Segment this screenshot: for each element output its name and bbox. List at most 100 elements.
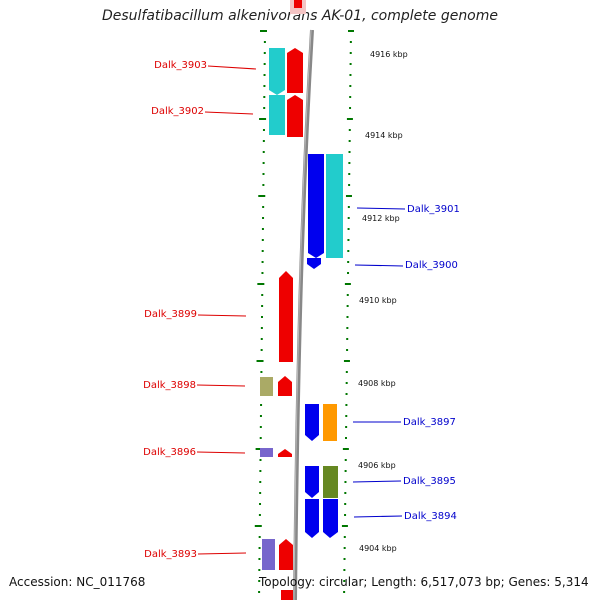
genome-backbone bbox=[293, 29, 314, 600]
gene-label-Dalk_3900[interactable]: Dalk_3900 bbox=[405, 260, 458, 271]
right-tick bbox=[344, 470, 347, 472]
right-tick bbox=[345, 371, 348, 373]
gene-label-Dalk_3895[interactable]: Dalk_3895 bbox=[403, 476, 456, 487]
red-gene-arrow bbox=[278, 376, 292, 396]
gene-Dalk_3897 bbox=[305, 404, 337, 441]
left-tick bbox=[261, 305, 264, 307]
right-tick bbox=[345, 393, 348, 395]
left-tick bbox=[259, 437, 262, 439]
gene-Dalk_3899 bbox=[279, 271, 293, 362]
left-tick bbox=[260, 349, 263, 351]
left-tick bbox=[258, 514, 261, 516]
blue-gene-arrow bbox=[323, 499, 338, 538]
khaki-gene-block bbox=[260, 377, 273, 396]
right-tick bbox=[348, 129, 351, 131]
leader-line bbox=[197, 314, 247, 317]
left-tick bbox=[260, 327, 263, 329]
left-tick bbox=[259, 426, 262, 428]
left-tick bbox=[256, 360, 264, 362]
right-tick bbox=[346, 327, 349, 329]
gene-label-Dalk_3902[interactable]: Dalk_3902 bbox=[151, 106, 204, 117]
left-tick bbox=[259, 459, 262, 461]
gene-label-Dalk_3899[interactable]: Dalk_3899 bbox=[144, 309, 197, 320]
right-tick bbox=[343, 536, 346, 538]
right-tick bbox=[345, 415, 348, 417]
left-tick bbox=[261, 261, 264, 263]
gene-label-Dalk_3898[interactable]: Dalk_3898 bbox=[143, 380, 196, 391]
right-tick bbox=[349, 41, 352, 43]
left-tick bbox=[263, 85, 266, 87]
gene-label-Dalk_3894[interactable]: Dalk_3894 bbox=[404, 511, 457, 522]
topology-text: Topology: circular; Length: 6,517,073 bp… bbox=[259, 575, 589, 589]
scale-label: 4904 kbp bbox=[359, 544, 397, 553]
blue-gene-arrow bbox=[307, 258, 321, 269]
right-tick bbox=[348, 173, 351, 175]
scale-label: 4916 kbp bbox=[370, 50, 408, 59]
right-tick bbox=[349, 63, 352, 65]
gene-Dalk_3901 bbox=[308, 154, 343, 258]
gene-label-Dalk_3896[interactable]: Dalk_3896 bbox=[143, 447, 196, 458]
cyan-gene-block bbox=[326, 154, 343, 258]
left-tick bbox=[263, 74, 266, 76]
right-tick bbox=[346, 118, 353, 120]
gene-label-Dalk_3901[interactable]: Dalk_3901 bbox=[407, 204, 460, 215]
right-tick bbox=[345, 195, 352, 197]
gene-Dalk_3898 bbox=[260, 376, 292, 396]
blue-gene-arrow bbox=[308, 154, 324, 258]
right-tick bbox=[345, 426, 348, 428]
left-tick bbox=[259, 470, 262, 472]
left-tick bbox=[254, 525, 262, 527]
right-tick bbox=[343, 591, 346, 593]
left-tick bbox=[262, 217, 265, 219]
leader-line bbox=[196, 384, 246, 387]
gene-label-Dalk_3903[interactable]: Dalk_3903 bbox=[154, 60, 207, 71]
gene-label-Dalk_3897[interactable]: Dalk_3897 bbox=[403, 417, 456, 428]
leader-line bbox=[352, 480, 402, 483]
left-tick bbox=[258, 547, 261, 549]
leader-line bbox=[204, 111, 254, 115]
right-tick bbox=[347, 261, 350, 263]
gene-label-Dalk_3893[interactable]: Dalk_3893 bbox=[144, 549, 197, 560]
right-tick bbox=[348, 162, 351, 164]
left-tick bbox=[258, 569, 261, 571]
right-tick bbox=[347, 228, 350, 230]
left-tick bbox=[260, 404, 263, 406]
right-tick bbox=[344, 514, 347, 516]
right-tick bbox=[345, 382, 348, 384]
left-tick bbox=[258, 195, 266, 197]
left-tick bbox=[260, 316, 263, 318]
blue-gene-arrow bbox=[305, 404, 319, 441]
right-tick bbox=[347, 239, 350, 241]
left-tick bbox=[262, 129, 265, 131]
right-tick bbox=[348, 30, 354, 32]
left-tick bbox=[259, 503, 262, 505]
right-tick bbox=[349, 74, 352, 76]
right-tick bbox=[343, 580, 346, 582]
red-gene-arrow bbox=[279, 539, 293, 570]
right-tick bbox=[344, 283, 351, 285]
left-tick bbox=[263, 41, 266, 43]
right-tick bbox=[349, 85, 352, 87]
left-tick bbox=[262, 173, 265, 175]
scale-label: 4914 kbp bbox=[365, 131, 403, 140]
right-tick bbox=[349, 96, 352, 98]
left-tick bbox=[260, 30, 267, 32]
left-tick bbox=[262, 206, 265, 208]
right-tick bbox=[344, 492, 347, 494]
scale-label: 4906 kbp bbox=[358, 461, 396, 470]
leader-line bbox=[356, 207, 406, 210]
scale-label: 4912 kbp bbox=[362, 214, 400, 223]
right-tick bbox=[346, 338, 349, 340]
red-gene-continuation bbox=[281, 590, 293, 600]
left-tick bbox=[258, 591, 261, 593]
left-tick bbox=[259, 415, 262, 417]
right-tick bbox=[346, 349, 349, 351]
right-tick bbox=[342, 448, 349, 450]
left-tick bbox=[260, 338, 263, 340]
red-gene-arrow bbox=[278, 449, 292, 457]
gene-Dalk_3900 bbox=[307, 258, 321, 269]
right-tick bbox=[347, 206, 350, 208]
right-tick bbox=[341, 525, 348, 527]
scale-label: 4908 kbp bbox=[358, 379, 396, 388]
left-tick bbox=[259, 492, 262, 494]
